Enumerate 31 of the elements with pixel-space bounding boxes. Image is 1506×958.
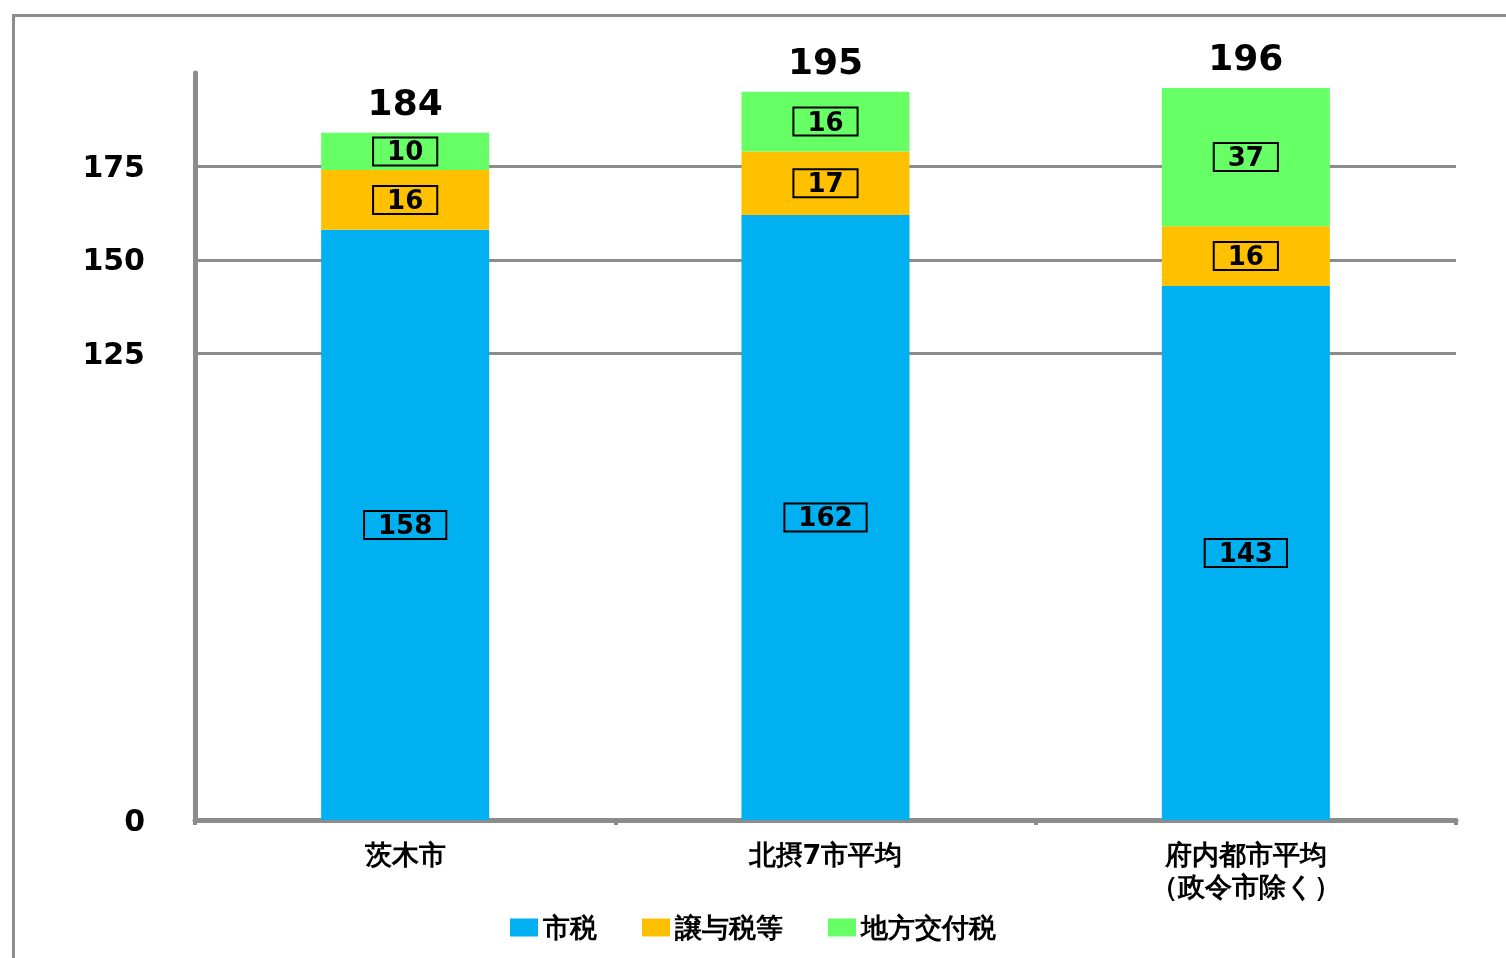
bar	[741, 91, 910, 152]
data-label: 17	[807, 168, 844, 199]
total-label: 195	[787, 41, 864, 83]
data-label: 37	[1227, 142, 1264, 173]
y-tick-label: 0	[124, 802, 145, 838]
bar	[1161, 87, 1330, 227]
x-tick-label: 府内都市平均（政令市除く）	[1150, 838, 1341, 902]
bar	[741, 214, 910, 820]
data-label: 143	[1218, 537, 1273, 568]
total-label: 196	[1208, 37, 1284, 79]
data-label: 16	[1227, 241, 1264, 272]
bar	[321, 132, 490, 171]
bar	[741, 151, 910, 215]
data-label: 16	[387, 184, 424, 215]
bar	[321, 229, 490, 820]
data-label: 16	[807, 106, 844, 137]
total-label: 184	[367, 82, 443, 124]
y-tick-label: 125	[82, 335, 145, 371]
data-label: 10	[387, 136, 424, 167]
legend-label: 市税	[542, 912, 598, 943]
data-label: 158	[378, 509, 433, 540]
y-tick-label: 150	[82, 242, 145, 278]
x-tick-label: 茨木市	[363, 838, 446, 870]
data-label: 162	[798, 502, 853, 533]
legend-label: 地方交付税	[860, 912, 997, 943]
bar	[1161, 285, 1330, 820]
x-tick-label: 北摂7市平均	[747, 838, 903, 870]
legend-label: 譲与税等	[674, 912, 783, 943]
y-tick-label: 175	[82, 148, 145, 184]
bar	[321, 170, 490, 230]
bar	[1161, 226, 1330, 286]
